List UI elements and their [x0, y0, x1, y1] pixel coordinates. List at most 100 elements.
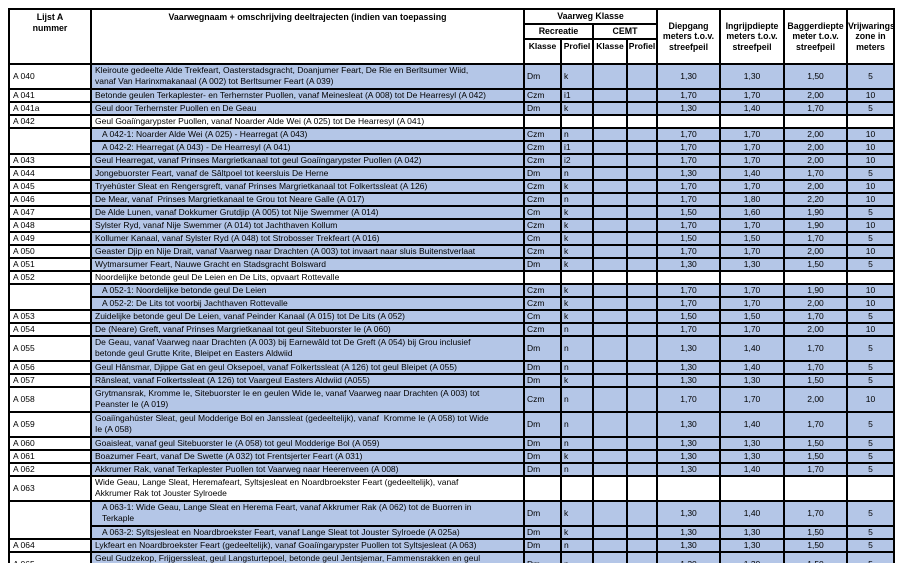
- cell-baggerdiepte: 2,00: [783, 126, 849, 142]
- cell-cemt-klasse: [592, 448, 628, 464]
- cell-vaarwegnaam: Wide Geau, Lange Sleat, Heremafeart, Syl…: [90, 474, 525, 502]
- cell-baggerdiepte: 2,00: [783, 178, 849, 194]
- table-row: A 065Geul Gudzekop, Frijgerssleat, geul …: [8, 550, 896, 563]
- table-row: A 041a Geul door Terhernster Puollen en D…: [8, 100, 896, 116]
- cell-diepgang: 1,30: [656, 524, 722, 540]
- cell-vrijwaringszone: 5: [846, 524, 896, 540]
- cell-vaarwegnaam: De Alde Lunen, vanaf Dokkumer Grutdjip (…: [90, 204, 525, 220]
- header-recreatie-klasse: Klasse: [523, 37, 562, 65]
- cell-cemt-profiel: [625, 165, 659, 181]
- table-row: A 042-2: Hearregat (A 043) - De Hearresy…: [9, 139, 896, 155]
- cell-ingrijpdiepte: 1,70: [719, 139, 786, 155]
- cell-recreatie-profiel: k: [560, 448, 594, 464]
- cell-lijst-a-nummer: A 055: [8, 334, 92, 362]
- cell-vaarwegnaam: Lykfeart en Noardbroekster Feart (gedeel…: [90, 537, 525, 553]
- cell-lijst-a-nummer: A 057: [8, 372, 92, 388]
- cell-baggerdiepte: 1,70: [783, 410, 849, 438]
- cell-baggerdiepte: 1,50: [783, 372, 849, 388]
- cell-cemt-klasse: [592, 100, 628, 116]
- cell-recreatie-profiel: k: [560, 295, 594, 311]
- cell-cemt-profiel: [625, 499, 659, 527]
- cell-cemt-profiel: [625, 474, 659, 502]
- cell-ingrijpdiepte: 1,70: [719, 126, 786, 142]
- cell-ingrijpdiepte: 1,30: [719, 435, 786, 451]
- cell-lijst-a-nummer: [8, 499, 92, 540]
- cell-recreatie-klasse: Dm: [523, 256, 562, 272]
- cell-recreatie-klasse: Dm: [523, 165, 562, 181]
- cell-baggerdiepte: 2,00: [783, 385, 849, 413]
- cell-diepgang: 1,30: [656, 435, 722, 451]
- cell-diepgang: 1,70: [656, 282, 722, 298]
- cell-cemt-profiel: [625, 204, 659, 220]
- cell-lijst-a-nummer: A 043: [8, 152, 92, 168]
- cell-vaarwegnaam: Akkrumer Rak, vanaf Terkaplester Puollen…: [90, 461, 525, 477]
- cell-baggerdiepte: 2,20: [783, 191, 849, 207]
- cell-cemt-klasse: [592, 126, 628, 142]
- cell-ingrijpdiepte: 1,30: [719, 537, 786, 553]
- cell-vrijwaringszone: 5: [846, 204, 896, 220]
- cell-cemt-profiel: [625, 461, 659, 477]
- cell-ingrijpdiepte: 1,30: [719, 550, 786, 563]
- cell-cemt-profiel: [625, 537, 659, 553]
- cell-recreatie-klasse: Dm: [523, 499, 562, 527]
- cell-recreatie-klasse: [523, 269, 562, 285]
- cell-lijst-a-nummer: A 059: [8, 410, 92, 438]
- cell-cemt-profiel: [625, 243, 659, 259]
- cell-vaarwegnaam: A 042-1: Noarder Alde Wei (A 025) - Hear…: [90, 126, 525, 142]
- cell-vaarwegnaam: Kollumer Kanaal, vanaf Sylster Ryd (A 04…: [90, 230, 525, 246]
- cell-baggerdiepte: 1,50: [783, 537, 849, 553]
- table-row: A 058 Grytmansrak, Kromme Ie, Sitebuorste…: [8, 385, 896, 413]
- cell-cemt-klasse: [592, 435, 628, 451]
- cell-recreatie-klasse: Czm: [523, 243, 562, 259]
- cell-recreatie-klasse: Czm: [523, 282, 562, 298]
- cell-baggerdiepte: 1,70: [783, 359, 849, 375]
- table-header: Lijst A nummer Vaarwegnaam + omschrijvin…: [8, 8, 896, 65]
- cell-recreatie-profiel: k: [560, 372, 594, 388]
- cell-vrijwaringszone: 5: [846, 435, 896, 451]
- cell-lijst-a-nummer: A 044: [8, 165, 92, 181]
- cell-recreatie-klasse: Cm: [523, 308, 562, 324]
- table-row: A 052 Noordelijke betonde geul De Leien e…: [8, 269, 896, 285]
- cell-cemt-klasse: [592, 537, 628, 553]
- cell-vrijwaringszone: 10: [846, 139, 896, 155]
- cell-diepgang: 1,30: [656, 100, 722, 116]
- cell-recreatie-profiel: k: [560, 217, 594, 233]
- cell-cemt-profiel: [625, 256, 659, 272]
- cell-ingrijpdiepte: 1,40: [719, 334, 786, 362]
- cell-vrijwaringszone: [846, 269, 896, 285]
- cell-ingrijpdiepte: 1,70: [719, 178, 786, 194]
- cell-recreatie-profiel: n: [560, 537, 594, 553]
- cell-recreatie-klasse: Czm: [523, 295, 562, 311]
- cell-lijst-a-nummer: A 047: [8, 204, 92, 220]
- cell-vaarwegnaam: A 042-2: Hearregat (A 043) - De Hearresy…: [90, 139, 525, 155]
- cell-cemt-klasse: [592, 139, 628, 155]
- cell-diepgang: 1,70: [656, 385, 722, 413]
- header-recreatie: Recreatie: [523, 22, 594, 40]
- cell-vaarwegnaam: A 052-1: Noordelijke betonde geul De Lei…: [90, 282, 525, 298]
- cell-diepgang: 1,30: [656, 165, 722, 181]
- cell-lijst-a-nummer: A 045: [8, 178, 92, 194]
- header-recreatie-profiel: Profiel: [560, 37, 594, 65]
- cell-recreatie-klasse: [523, 113, 562, 129]
- cell-recreatie-profiel: [560, 113, 594, 129]
- cell-cemt-profiel: [625, 295, 659, 311]
- cell-baggerdiepte: 2,00: [783, 321, 849, 337]
- cell-recreatie-profiel: k: [560, 204, 594, 220]
- cell-ingrijpdiepte: 1,70: [719, 217, 786, 233]
- cell-baggerdiepte: 1,50: [783, 550, 849, 563]
- cell-lijst-a-nummer: A 065: [8, 550, 92, 563]
- cell-vrijwaringszone: 10: [846, 243, 896, 259]
- table-row: A 052-1: Noordelijke betonde geul De Lei…: [8, 282, 896, 311]
- cell-diepgang: 1,30: [656, 550, 722, 563]
- cell-recreatie-klasse: Dm: [523, 334, 562, 362]
- cell-lijst-a-nummer: A 054: [8, 321, 92, 337]
- cell-diepgang: 1,50: [656, 230, 722, 246]
- cell-vrijwaringszone: 5: [846, 550, 896, 563]
- table-body: A 040 Kleiroute gedeelte Alde Trekfeart, …: [8, 62, 896, 563]
- table-row: A 041 Betonde geulen Terkaplester- en Ter…: [8, 87, 896, 103]
- cell-baggerdiepte: 1,50: [783, 256, 849, 272]
- cell-vrijwaringszone: 10: [846, 321, 896, 337]
- table-row: A 057 Rânsleat, vanaf Folkertssleat (A 12…: [8, 372, 896, 388]
- cell-recreatie-profiel: k: [560, 178, 594, 194]
